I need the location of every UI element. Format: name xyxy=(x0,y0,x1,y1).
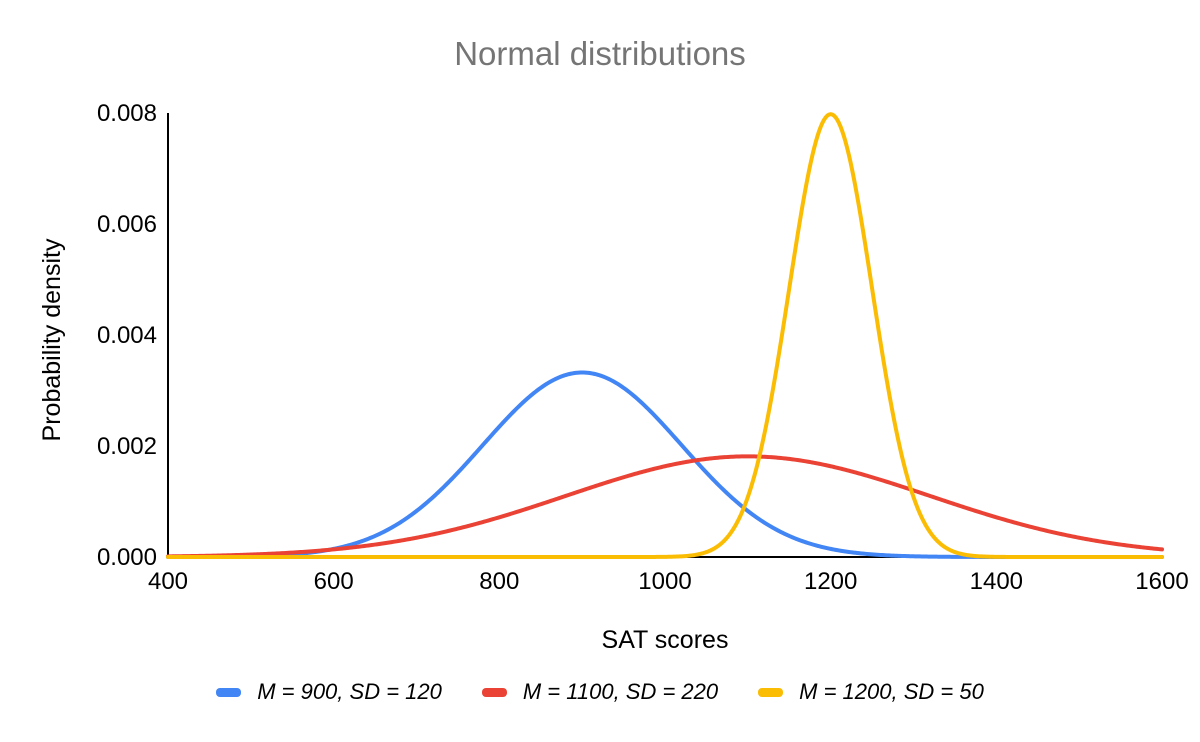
x-tick-label: 1400 xyxy=(970,568,1023,595)
x-axis-tick-labels: 400 600 800 1000 1200 1400 1600 xyxy=(148,568,1189,595)
legend-swatch xyxy=(216,687,242,697)
x-tick-label: 400 xyxy=(148,568,188,595)
legend-swatch xyxy=(481,687,507,697)
legend-item: M = 1200, SD = 50 xyxy=(758,679,984,705)
legend-label: M = 900, SD = 120 xyxy=(257,679,442,704)
x-tick-label: 1000 xyxy=(638,568,691,595)
y-tick-label: 0.004 xyxy=(97,322,157,349)
y-axis-tick-labels: 0.000 0.002 0.004 0.006 0.008 xyxy=(97,100,157,571)
x-tick-label: 600 xyxy=(314,568,354,595)
x-tick-label: 1200 xyxy=(804,568,857,595)
axes xyxy=(167,113,1162,558)
series-curve xyxy=(166,112,1164,559)
y-axis-title: Probability density xyxy=(38,238,66,441)
legend-item: M = 900, SD = 120 xyxy=(216,679,442,705)
series-curve xyxy=(166,454,1164,559)
legend-label: M = 1100, SD = 220 xyxy=(522,679,719,704)
y-tick-label: 0.000 xyxy=(97,544,157,571)
legend-label: M = 1200, SD = 50 xyxy=(799,679,984,704)
chart-title: Normal distributions xyxy=(454,35,746,72)
y-tick-label: 0.002 xyxy=(97,433,157,460)
x-axis-title: SAT scores xyxy=(602,626,729,654)
x-tick-label: 1600 xyxy=(1135,568,1188,595)
series-curves xyxy=(166,112,1164,559)
x-tick-label: 800 xyxy=(479,568,519,595)
y-tick-label: 0.006 xyxy=(97,211,157,238)
legend: M = 900, SD = 120 M = 1100, SD = 220 M = 1… xyxy=(0,678,1200,706)
legend-item: M = 1100, SD = 220 xyxy=(481,679,719,705)
legend-swatch xyxy=(758,687,784,697)
y-tick-label: 0.008 xyxy=(97,100,157,127)
